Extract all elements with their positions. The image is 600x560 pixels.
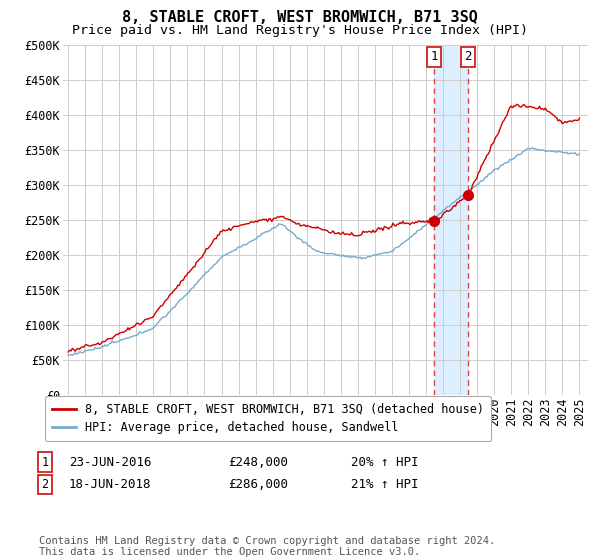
Text: 1: 1 — [41, 455, 49, 469]
Text: 23-JUN-2016: 23-JUN-2016 — [69, 455, 151, 469]
Text: £286,000: £286,000 — [228, 478, 288, 491]
Text: 21% ↑ HPI: 21% ↑ HPI — [351, 478, 419, 491]
Bar — [434, 45, 468, 395]
Text: Price paid vs. HM Land Registry's House Price Index (HPI): Price paid vs. HM Land Registry's House … — [72, 24, 528, 36]
Text: 20% ↑ HPI: 20% ↑ HPI — [351, 455, 419, 469]
Legend: 8, STABLE CROFT, WEST BROMWICH, B71 3SQ (detached house), HPI: Average price, de: 8, STABLE CROFT, WEST BROMWICH, B71 3SQ … — [45, 396, 491, 441]
Text: 18-JUN-2018: 18-JUN-2018 — [69, 478, 151, 491]
Text: 1: 1 — [430, 50, 438, 63]
Text: £248,000: £248,000 — [228, 455, 288, 469]
Text: 2: 2 — [41, 478, 49, 491]
Text: 8, STABLE CROFT, WEST BROMWICH, B71 3SQ: 8, STABLE CROFT, WEST BROMWICH, B71 3SQ — [122, 10, 478, 25]
Text: 2: 2 — [464, 50, 472, 63]
Text: Contains HM Land Registry data © Crown copyright and database right 2024.
This d: Contains HM Land Registry data © Crown c… — [39, 535, 495, 557]
